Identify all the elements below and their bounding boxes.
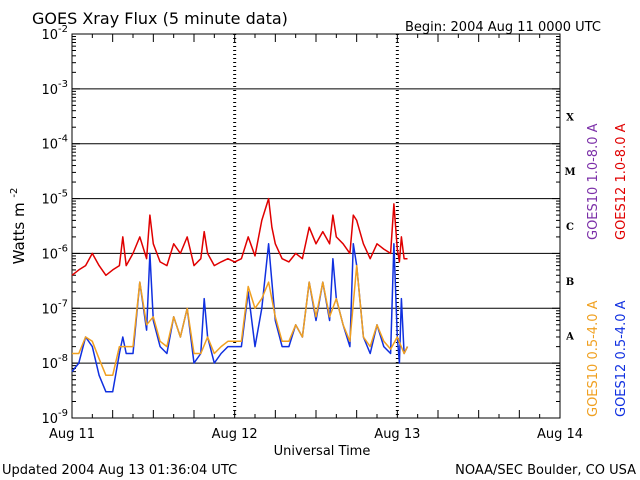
- y-tick-label: 10-9: [41, 408, 68, 427]
- svg-text:Watts m -2: Watts m -2: [9, 188, 28, 265]
- legend-item-goes10-1-0-8-0-a: GOES10 1.0-8.0 A: [586, 123, 601, 240]
- flare-class-labels: A B C M X: [564, 112, 575, 342]
- credit-label: NOAA/SEC Boulder, CO USA: [455, 463, 636, 478]
- x-axis-ticks: Aug 11 Aug 12 Aug 13 Aug 14: [49, 34, 583, 442]
- y-axis-label-base: Watts m: [10, 202, 28, 264]
- legend-label-goes10-0-5-4-0-a: GOES10 0.5-4.0 A: [586, 300, 601, 417]
- legend-label-goes12-1-0-8-0-a: GOES12 1.0-8.0 A: [614, 123, 629, 240]
- x-tick-label: Aug 13: [374, 427, 420, 442]
- y-axis-label: Watts m -2: [9, 188, 28, 265]
- grid-lines: [72, 34, 560, 418]
- y-tick-label: 10-6: [41, 243, 68, 262]
- updated-label: Updated 2004 Aug 13 01:36:04 UTC: [2, 463, 237, 478]
- legend-item-goes12-0-5-4-0-a: GOES12 0.5-4.0 A: [614, 300, 629, 417]
- flare-class-c: C: [566, 222, 574, 233]
- x-tick-label: Aug 12: [212, 427, 258, 442]
- legend-label-goes10-1-0-8-0-a: GOES10 1.0-8.0 A: [586, 123, 601, 240]
- flare-class-x: X: [566, 112, 574, 123]
- legend-label-goes12-0-5-4-0-a: GOES12 0.5-4.0 A: [614, 300, 629, 417]
- plot-frame: [71, 33, 561, 419]
- flare-class-m: M: [564, 167, 575, 178]
- legend-item-goes10-0-5-4-0-a: GOES10 0.5-4.0 A: [586, 300, 601, 417]
- y-tick-label: 10-2: [41, 24, 68, 43]
- y-tick-label: 10-7: [41, 298, 68, 317]
- y-tick-label: 10-4: [41, 134, 68, 153]
- begin-label: Begin: 2004 Aug 11 0000 UTC: [405, 20, 601, 35]
- flare-class-b: B: [566, 277, 574, 288]
- legend-item-goes12-1-0-8-0-a: GOES12 1.0-8.0 A: [614, 123, 629, 240]
- series-goes10-0-5-4-0-a: [72, 264, 409, 377]
- flare-class-a: A: [565, 332, 574, 343]
- x-tick-label: Aug 11: [49, 427, 95, 442]
- y-tick-label: 10-5: [41, 189, 68, 208]
- y-tick-label: 10-8: [41, 353, 68, 372]
- x-tick-label: Aug 14: [537, 427, 583, 442]
- x-axis-label: Universal Time: [274, 444, 371, 459]
- series-lines: [71, 197, 409, 393]
- series-goes12-1-0-8-0-a: [71, 197, 408, 277]
- y-axis-ticks: 10-9 10-8 10-7 10-6 10-5 10-4 10-3 10-2: [41, 24, 560, 427]
- chart-title: GOES Xray Flux (5 minute data): [32, 9, 288, 28]
- legend: GOES10 1.0-8.0 A GOES12 1.0-8.0 A GOES10 0…: [586, 123, 629, 417]
- y-tick-label: 10-3: [41, 79, 68, 98]
- y-axis-label-exp: -2: [9, 188, 20, 198]
